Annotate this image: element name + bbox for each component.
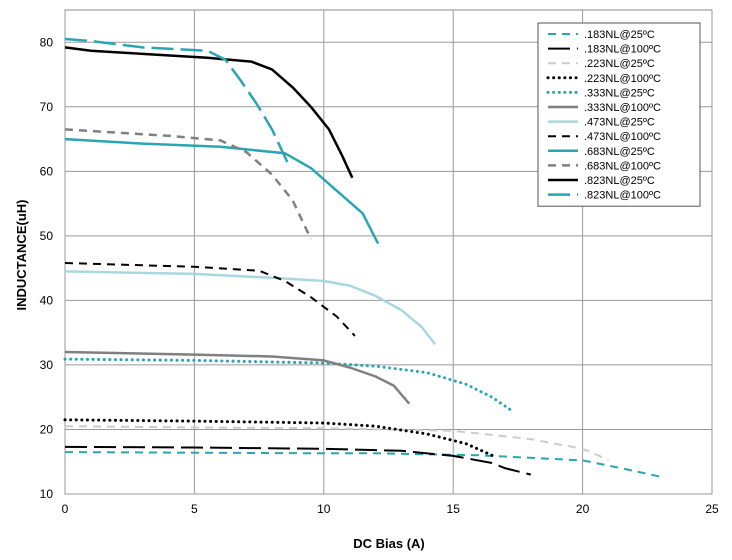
legend-label: .823NL@100ºC xyxy=(584,190,661,202)
legend-label: .683NL@25ºC xyxy=(584,146,655,158)
x-tick-label: 20 xyxy=(576,502,590,516)
y-tick-label: 60 xyxy=(40,164,54,178)
y-tick-label: 10 xyxy=(40,487,54,501)
y-tick-label: 70 xyxy=(40,100,54,114)
legend-label: .333NL@25ºC xyxy=(584,87,655,99)
y-axis-title: INDUCTANCE(uH) xyxy=(14,200,29,311)
series-line xyxy=(63,418,494,457)
series-line xyxy=(64,425,609,461)
legend-label: .223NL@25ºC xyxy=(584,58,655,70)
legend-box xyxy=(537,22,701,207)
x-tick-label: 5 xyxy=(191,502,198,516)
series-lines xyxy=(63,37,664,479)
legend-label: .823NL@25ºC xyxy=(584,175,655,187)
legend-label: .223NL@100ºC xyxy=(584,73,661,85)
series-line xyxy=(64,262,356,337)
legend-label: .333NL@100ºC xyxy=(584,102,661,114)
legend: .183NL@25ºC .183NL@100ºC .223NL@25ºC .223NL… xyxy=(537,22,701,207)
series-line xyxy=(64,137,380,245)
x-axis-title: DC Bias (A) xyxy=(353,536,425,551)
series-line xyxy=(64,46,354,179)
series-line xyxy=(64,37,292,169)
y-tick-label: 40 xyxy=(40,293,54,307)
legend-label: .683NL@100ºC xyxy=(584,160,661,172)
y-tick-label: 20 xyxy=(40,422,54,436)
legend-label: .473NL@25ºC xyxy=(584,117,655,129)
legend-label: .183NL@100ºC xyxy=(584,44,661,56)
legend-label: .473NL@100ºC xyxy=(584,131,661,143)
series-line xyxy=(64,350,411,405)
x-tick-label: 0 xyxy=(62,502,69,516)
x-tick-label: 15 xyxy=(447,502,461,516)
x-tick-label: 25 xyxy=(705,502,719,516)
series-line xyxy=(64,445,532,476)
series-line xyxy=(64,451,664,479)
y-tick-label: 80 xyxy=(40,35,54,49)
series-line xyxy=(63,357,512,411)
series-line xyxy=(64,128,313,240)
y-tick-label: 30 xyxy=(40,358,54,372)
legend-label: .183NL@25ºC xyxy=(584,29,655,41)
x-tick-label: 10 xyxy=(317,502,331,516)
series-line xyxy=(64,270,437,346)
y-tick-label: 50 xyxy=(40,229,54,243)
